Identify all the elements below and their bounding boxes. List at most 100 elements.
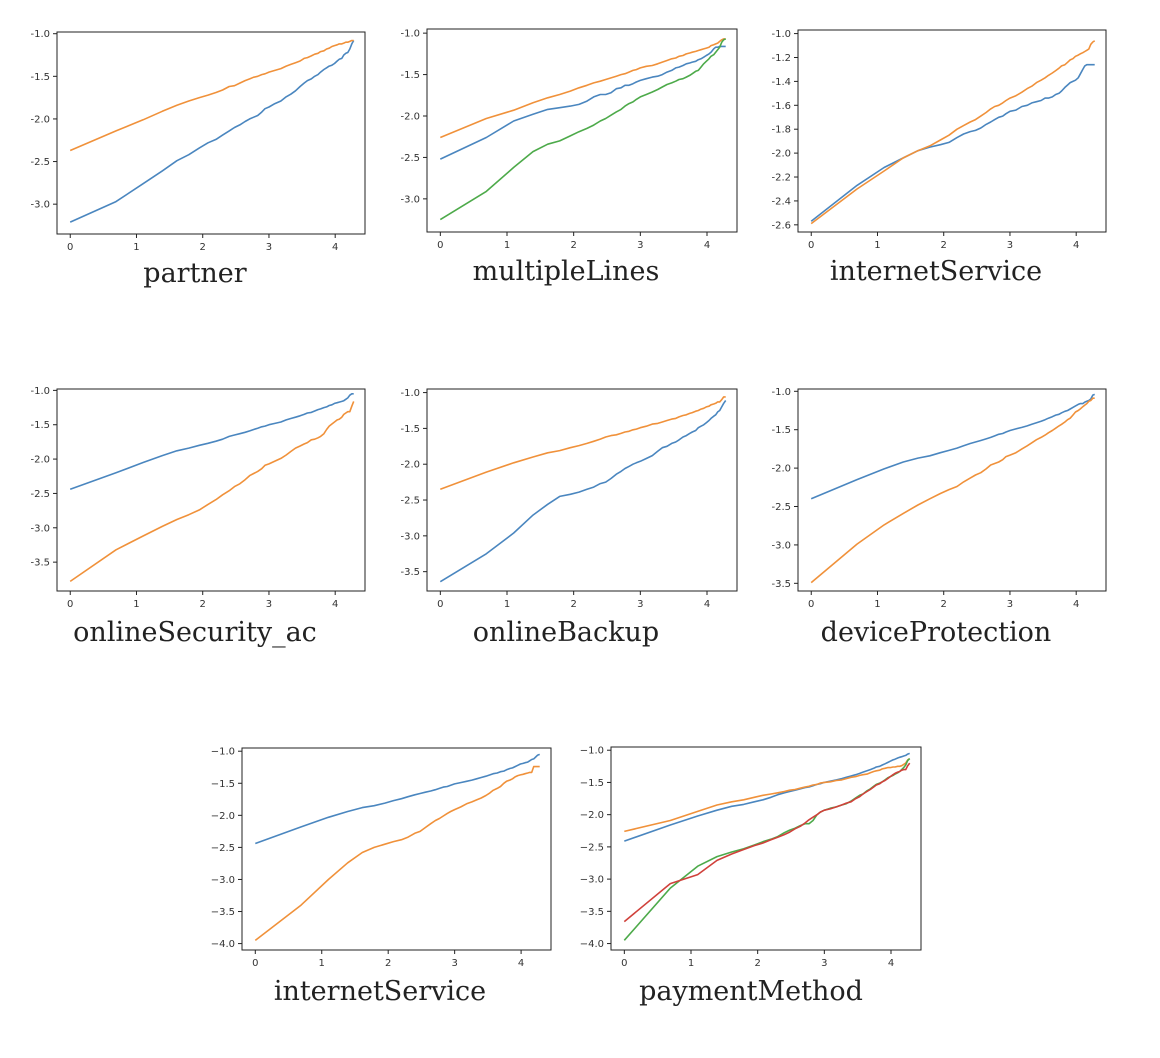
chart-caption-deviceprotection: deviceProtection: [820, 617, 1052, 648]
y-tick-label: -1.6: [771, 101, 791, 112]
y-tick-label: -2.0: [30, 455, 50, 466]
x-tick-label: 1: [874, 240, 880, 251]
y-tick-label: -1.8: [771, 125, 791, 136]
x-tick-label: 1: [319, 958, 325, 969]
y-tick-label: -1.0: [400, 29, 420, 40]
y-tick-label: -3.0: [30, 523, 50, 534]
chart-caption-multiplelines: multipleLines: [472, 256, 660, 287]
x-tick-label: 4: [704, 599, 710, 610]
y-tick-label: -2.0: [400, 112, 420, 123]
x-tick-label: 0: [67, 599, 73, 610]
series-line-0: [69, 40, 355, 223]
plot-frame: [56, 388, 366, 592]
chart-panel-onlinesecurity: 0 1 2 3 4 -1.0 -1.5 -2.0 -2.5 -3.0 -3.5: [0, 380, 380, 610]
y-tick-label: -2.0: [771, 149, 791, 160]
chart-internetservice-2: 0 1 2 3 4 −1.0 −1.5 −2.0 −2.5 −3.0 −3.5 −4.0: [211, 747, 552, 969]
x-tick-label: 1: [133, 242, 139, 253]
y-tick-label: −4.0: [211, 939, 235, 950]
y-tick-label: -1.2: [771, 53, 791, 64]
y-tick-label: −3.0: [211, 875, 235, 886]
x-tick-label: 4: [704, 240, 710, 251]
y-tick-label: −1.5: [211, 779, 235, 790]
chart-onlinesecurity: 0 1 2 3 4 -1.0 -1.5 -2.0 -2.5 -3.0 -3.5: [30, 386, 366, 610]
y-tick-label: -3.5: [30, 558, 50, 569]
series-line-1: [624, 757, 911, 833]
y-tick-label: -3.5: [400, 567, 420, 578]
plot-frame: [241, 747, 552, 951]
chart-panel-partner: 0 1 2 3 4 -1.0 -1.5 -2.0 -2.5 -3.0: [0, 20, 380, 253]
y-tick-label: -1.0: [30, 386, 50, 397]
x-tick-label: 3: [1007, 240, 1013, 251]
series-line-1: [69, 39, 354, 152]
chart-onlinebackup: 0 1 2 3 4 -1.0 -1.5 -2.0 -2.5 -3.0 -3.5: [400, 388, 738, 610]
series-line-0: [810, 393, 1095, 500]
y-tick-label: -2.5: [400, 496, 420, 507]
x-tick-label: 1: [133, 599, 139, 610]
x-tick-label: 2: [754, 958, 760, 969]
series-line-0: [255, 753, 540, 845]
y-tick-label: -3.5: [771, 579, 791, 590]
x-tick-label: 2: [570, 599, 576, 610]
series-line-0: [810, 63, 1095, 222]
y-tick-label: -1.5: [30, 420, 50, 431]
x-tick-label: 4: [1073, 240, 1079, 251]
series-line-0: [69, 393, 354, 491]
series-line-3: [623, 762, 911, 923]
y-tick-label: -1.0: [771, 387, 791, 398]
y-tick-label: −2.5: [580, 842, 604, 853]
series-line-0: [439, 400, 727, 583]
y-tick-label: -1.5: [30, 72, 50, 83]
series-line-1: [439, 38, 726, 139]
y-tick-label: −3.5: [580, 907, 604, 918]
chart-multiplelines: 0 1 2 3 4 -1.0 -1.5 -2.0 -2.5 -3.0: [400, 28, 738, 251]
y-tick-label: −1.5: [580, 778, 604, 789]
plot-frame: [426, 28, 738, 233]
y-tick-label: -1.5: [771, 425, 791, 436]
series-line-0: [624, 752, 910, 842]
x-tick-label: 3: [637, 240, 643, 251]
y-tick-label: -1.5: [400, 424, 420, 435]
series-line-1: [69, 401, 355, 583]
y-tick-label: -2.5: [400, 153, 420, 164]
y-tick-label: −1.0: [580, 746, 604, 757]
series-line-1: [810, 40, 1096, 225]
series-line-2: [439, 38, 727, 221]
chart-internetservice-1: 0 1 2 3 4 -1.0 -1.2 -1.4 -1.6 -1.8 -2.0 -2.2 -2.4 -2.…: [771, 29, 1107, 251]
x-tick-label: 1: [874, 599, 880, 610]
chart-caption-onlinesecurity: onlineSecurity_ac: [73, 617, 317, 648]
chart-caption-onlinebackup: onlineBackup: [472, 617, 660, 648]
x-tick-label: 4: [518, 958, 524, 969]
plot-frame: [56, 31, 366, 235]
x-tick-label: 4: [1073, 599, 1079, 610]
chart-paymentmethod: 0 1 2 3 4 −1.0 −1.5 −2.0 −2.5 −3.0 −3.5 −4.0: [580, 746, 922, 969]
x-tick-label: 2: [941, 599, 947, 610]
plot-frame: [426, 388, 738, 592]
x-tick-label: 0: [808, 240, 814, 251]
x-tick-label: 3: [637, 599, 643, 610]
x-tick-label: 3: [266, 599, 272, 610]
x-tick-label: 4: [888, 958, 894, 969]
series-line-1: [440, 396, 726, 491]
x-tick-label: 1: [504, 240, 510, 251]
y-tick-label: -3.0: [771, 540, 791, 551]
chart-partner: 0 1 2 3 4 -1.0 -1.5 -2.0 -2.5 -3.0: [30, 29, 366, 253]
x-tick-label: 4: [332, 242, 338, 253]
plot-frame: [610, 746, 922, 951]
x-tick-label: 0: [621, 958, 627, 969]
series-line-1: [254, 765, 540, 942]
y-tick-label: −4.0: [580, 939, 604, 950]
x-tick-label: 0: [437, 599, 443, 610]
y-tick-label: -3.0: [30, 200, 50, 211]
x-tick-label: 0: [252, 958, 258, 969]
x-tick-label: 1: [688, 958, 694, 969]
x-tick-label: 3: [266, 242, 272, 253]
x-tick-label: 2: [200, 242, 206, 253]
y-tick-label: -2.0: [400, 460, 420, 471]
series-line-1: [810, 397, 1095, 584]
chart-panel-paymentmethod: 0 1 2 3 4 −1.0 −1.5 −2.0 −2.5 −3.0 −3.5 −4.0: [560, 740, 940, 970]
x-tick-label: 2: [200, 599, 206, 610]
y-tick-label: -3.0: [400, 531, 420, 542]
chart-panel-multiplelines: 0 1 2 3 4 -1.0 -1.5 -2.0 -2.5 -3.0: [380, 20, 760, 251]
chart-caption-internetservice-1: internetService: [829, 256, 1043, 287]
chart-caption-paymentmethod: paymentMethod: [639, 976, 863, 1007]
